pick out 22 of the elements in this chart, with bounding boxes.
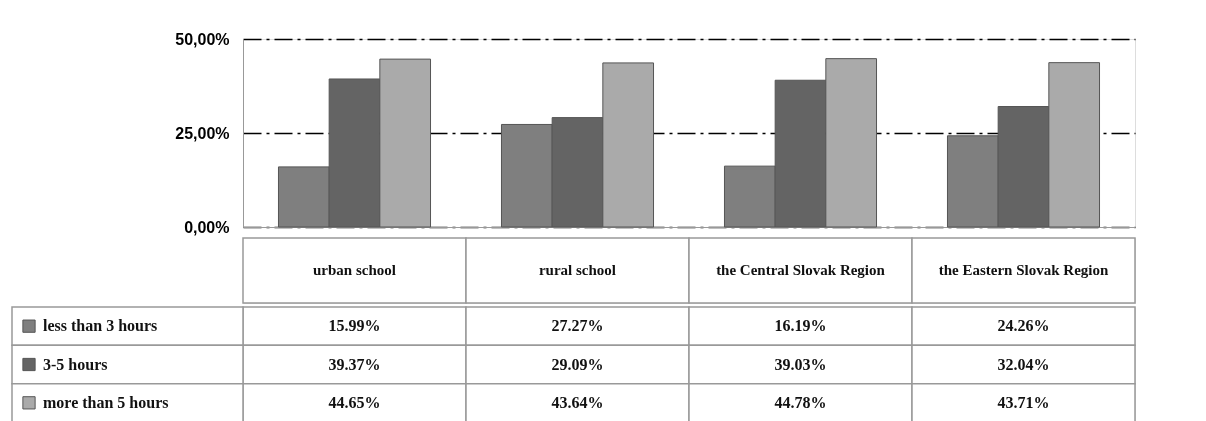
x-tick-label: the Central Slovak Region [716,262,886,278]
data-label: 32.04% [997,355,1050,373]
y-tick-label: 0,00% [184,218,230,236]
data-label: 43.71% [997,393,1050,411]
data-label: 44.78% [774,393,827,411]
legend-label: more than 5 hours [43,393,169,411]
y-tick-label: 50,00% [175,30,230,48]
legend-label: 3-5 hours [43,355,108,373]
legend-label: less than 3 hours [43,317,158,335]
y-tick-label: 25,00% [175,124,230,142]
data-label: 29.09% [551,355,604,373]
data-label: 16.19% [774,317,827,335]
data-label: 24.26% [997,317,1050,335]
data-label: 27.27% [551,317,604,335]
data-label: 43.64% [551,393,604,411]
data-label: 39.37% [328,355,381,373]
data-label: 39.03% [774,355,827,373]
data-label: 15.99% [328,317,381,335]
x-tick-label: urban school [313,262,396,278]
data-label: 44.65% [328,393,381,411]
x-tick-label: the Eastern Slovak Region [938,262,1109,278]
x-tick-label: rural school [538,262,617,278]
